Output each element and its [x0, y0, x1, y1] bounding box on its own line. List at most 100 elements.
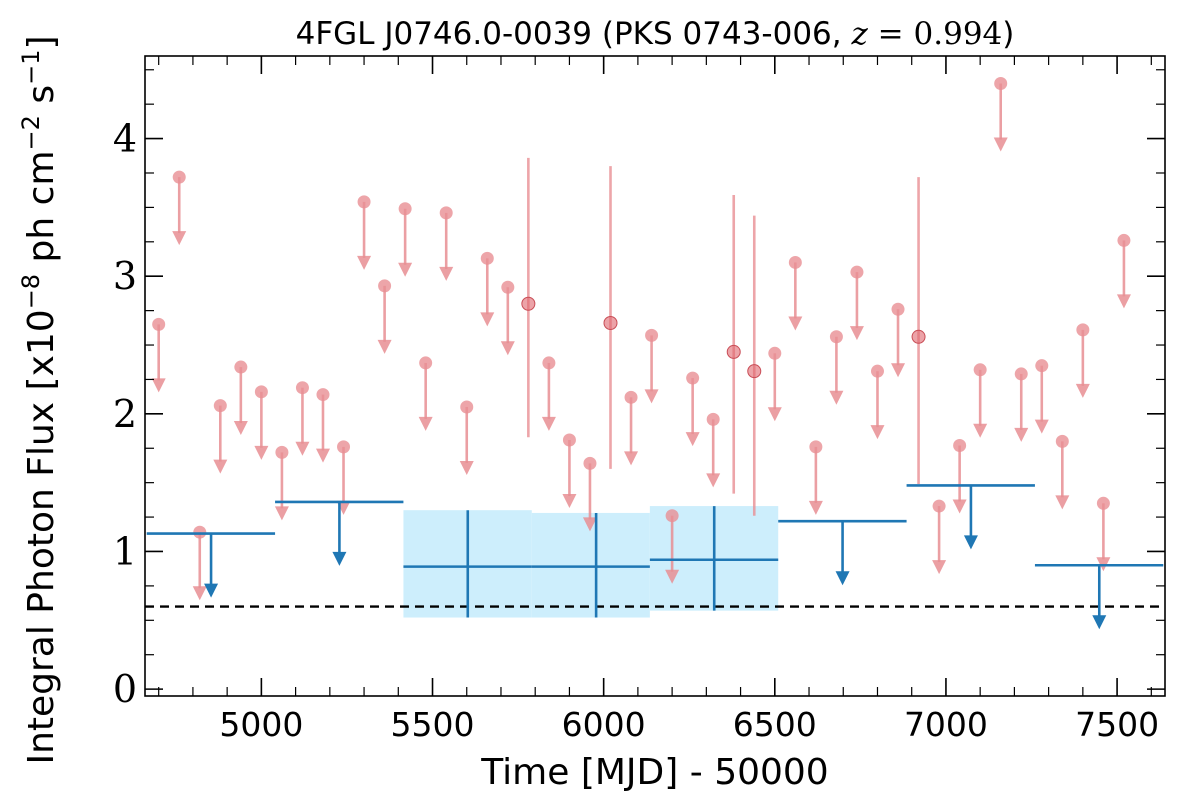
coarse-upper-limit-arrowhead — [1092, 615, 1107, 630]
fine-upper-limit-point — [1055, 434, 1069, 448]
fine-upper-limit-arrowhead — [254, 445, 269, 460]
x-tick-label: 6000 — [562, 705, 646, 744]
fine-upper-limit-arrowhead — [480, 312, 495, 327]
fine-upper-limit-arrowhead — [459, 460, 474, 475]
fine-upper-limit-point — [1076, 323, 1090, 337]
fine-upper-limit-point — [788, 255, 802, 269]
fine-detection-point — [521, 296, 536, 311]
y-tick-label: 3 — [113, 254, 137, 298]
fine-upper-limit-point — [316, 388, 330, 402]
fine-detection-point — [726, 344, 741, 359]
y-tick-label: 1 — [113, 529, 137, 573]
coarse-detection-band — [531, 512, 650, 618]
fine-upper-limit-arrowhead — [685, 432, 700, 447]
fine-detection-point — [911, 329, 926, 344]
fine-upper-limit-point — [460, 400, 474, 414]
axis-ticks: 5000 5500 6000 6500 7000 7500 0 1 2 3 4 — [113, 56, 1165, 744]
x-tick-label: 7000 — [904, 705, 988, 744]
fine-upper-limit-point — [357, 195, 371, 209]
fine-upper-limit-point — [870, 364, 884, 378]
fine-upper-limit-arrowhead — [644, 389, 659, 404]
fine-upper-limit-point — [994, 77, 1008, 91]
fine-upper-limit-arrowhead — [398, 262, 413, 277]
fine-upper-limit-point — [439, 206, 453, 220]
x-tick-label: 5000 — [219, 705, 303, 744]
fine-upper-limit-point — [932, 499, 946, 513]
fine-upper-limit-arrowhead — [870, 425, 885, 440]
x-axis-label: Time [MJD] - 50000 — [480, 752, 828, 793]
fine-upper-limit-arrowhead — [1075, 383, 1090, 398]
fine-upper-limit-point — [850, 265, 864, 279]
fine-upper-limit-arrowhead — [1055, 495, 1070, 510]
fine-detection-point — [603, 316, 618, 331]
fine-upper-limit-arrowhead — [808, 500, 823, 515]
fine-upper-limit-arrowhead — [172, 231, 187, 246]
fine-upper-limit-point — [706, 412, 720, 426]
fine-upper-limit-arrowhead — [233, 421, 248, 436]
y-tick-label: 4 — [113, 117, 137, 161]
fine-upper-limit-point — [891, 302, 905, 316]
fine-upper-limit-arrowhead — [624, 451, 639, 466]
fine-upper-limit-point — [419, 356, 433, 370]
plot-area — [145, 77, 1165, 630]
fine-upper-limit-point — [665, 509, 679, 523]
fine-upper-limit-arrowhead — [562, 494, 577, 508]
fine-detection-point — [747, 364, 762, 379]
fine-upper-limit-arrowhead — [993, 137, 1008, 152]
fine-upper-limit-arrowhead — [1116, 294, 1131, 309]
y-tick-label: 2 — [113, 392, 137, 436]
fine-upper-limit-point — [768, 346, 782, 360]
fine-upper-limit-arrowhead — [377, 339, 392, 354]
fine-upper-limit-point — [583, 456, 597, 470]
fine-upper-limit-arrowhead — [1014, 427, 1029, 442]
fine-upper-limit-arrowhead — [1034, 419, 1049, 434]
fine-upper-limit-point — [398, 202, 412, 216]
x-tick-label: 7500 — [1075, 705, 1159, 744]
coarse-upper-limit-arrowhead — [963, 535, 978, 550]
fine-upper-limit-arrowhead — [891, 363, 906, 378]
fine-upper-limit-arrowhead — [541, 416, 556, 431]
fine-upper-limit-arrowhead — [706, 473, 721, 488]
fine-upper-limit-point — [1096, 496, 1110, 510]
fine-upper-limit-point — [1035, 359, 1049, 373]
fine-upper-limit-point — [254, 385, 268, 399]
fine-upper-limit-point — [152, 317, 166, 331]
fine-upper-limit-arrowhead — [192, 586, 207, 601]
x-tick-label: 5500 — [391, 705, 475, 744]
fine-upper-limit-point — [193, 525, 207, 539]
fine-upper-limit-arrowhead — [932, 560, 947, 575]
fine-upper-limit-point — [809, 440, 823, 454]
fine-upper-limit-point — [378, 279, 392, 293]
fine-upper-limit-point — [172, 170, 186, 184]
fine-upper-limit-arrowhead — [274, 506, 289, 521]
fine-upper-limit-point — [829, 330, 843, 344]
fine-upper-limit-arrowhead — [418, 416, 433, 431]
fine-upper-limit-arrowhead — [500, 341, 515, 356]
fine-upper-limit-point — [1014, 367, 1028, 381]
fine-upper-limit-arrowhead — [315, 448, 330, 463]
fine-upper-limit-arrowhead — [952, 499, 967, 514]
fine-upper-limit-point — [953, 439, 967, 453]
fine-upper-limit-arrowhead — [357, 255, 372, 270]
fine-upper-limit-arrowhead — [973, 423, 988, 438]
fine-upper-limit-point — [562, 433, 576, 447]
y-tick-label: 0 — [113, 667, 137, 711]
fine-upper-limit-point — [480, 251, 494, 265]
plot-frame — [144, 55, 1166, 697]
fine-upper-limit-point — [686, 371, 700, 385]
fine-upper-limit-point — [624, 390, 638, 404]
fine-upper-limit-point — [213, 399, 227, 413]
coarse-upper-limit-arrowhead — [332, 551, 347, 566]
x-tick-label: 6500 — [733, 705, 817, 744]
fine-upper-limit-arrowhead — [665, 569, 680, 584]
chart-title: 4FGL J0746.0-0039 (PKS 0743-006, z = 0.9… — [296, 16, 1015, 52]
fine-upper-limit-point — [501, 280, 515, 294]
fine-upper-limit-point — [645, 328, 659, 342]
fine-upper-limit-point — [295, 381, 309, 395]
fine-upper-limit-arrowhead — [788, 316, 803, 331]
fine-upper-limit-arrowhead — [829, 390, 844, 405]
fine-upper-limit-point — [275, 445, 289, 459]
coarse-upper-limit-arrowhead — [835, 571, 850, 586]
fine-upper-limit-point — [1117, 233, 1131, 247]
